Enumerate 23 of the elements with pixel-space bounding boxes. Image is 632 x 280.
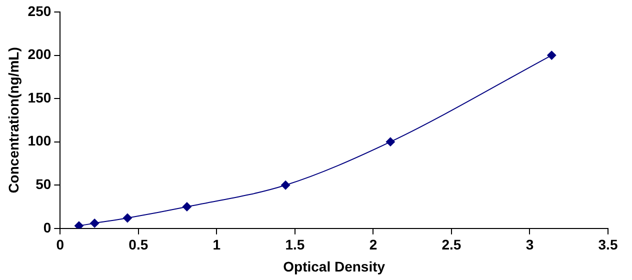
y-tick-label: 100 xyxy=(28,132,52,149)
x-tick-label: 1 xyxy=(212,236,221,253)
point xyxy=(74,221,84,228)
point xyxy=(547,50,556,60)
x-tick-label: 3.5 xyxy=(598,236,618,253)
x-tick-label: 2.5 xyxy=(442,236,462,253)
x-tick-label: 3 xyxy=(526,236,534,253)
x-tick-label: 1.5 xyxy=(285,236,305,253)
y-tick-label: 0 xyxy=(43,219,52,236)
point xyxy=(182,202,192,212)
point xyxy=(122,214,132,223)
x-tick-label: 0 xyxy=(56,236,64,253)
y-axis-title: Concentration(ng/mL) xyxy=(5,47,22,194)
y-tick-label: 150 xyxy=(28,89,52,106)
x-tick-label: 0.5 xyxy=(128,236,148,253)
x-tick-label: 2 xyxy=(369,236,378,253)
y-tick-label: 250 xyxy=(28,2,52,19)
y-tick-label: 200 xyxy=(28,46,52,62)
y-tick-label: 50 xyxy=(36,176,52,192)
x-axis-title: Optical Density xyxy=(283,258,386,274)
point xyxy=(281,180,290,190)
point xyxy=(90,218,100,228)
point xyxy=(386,137,395,146)
